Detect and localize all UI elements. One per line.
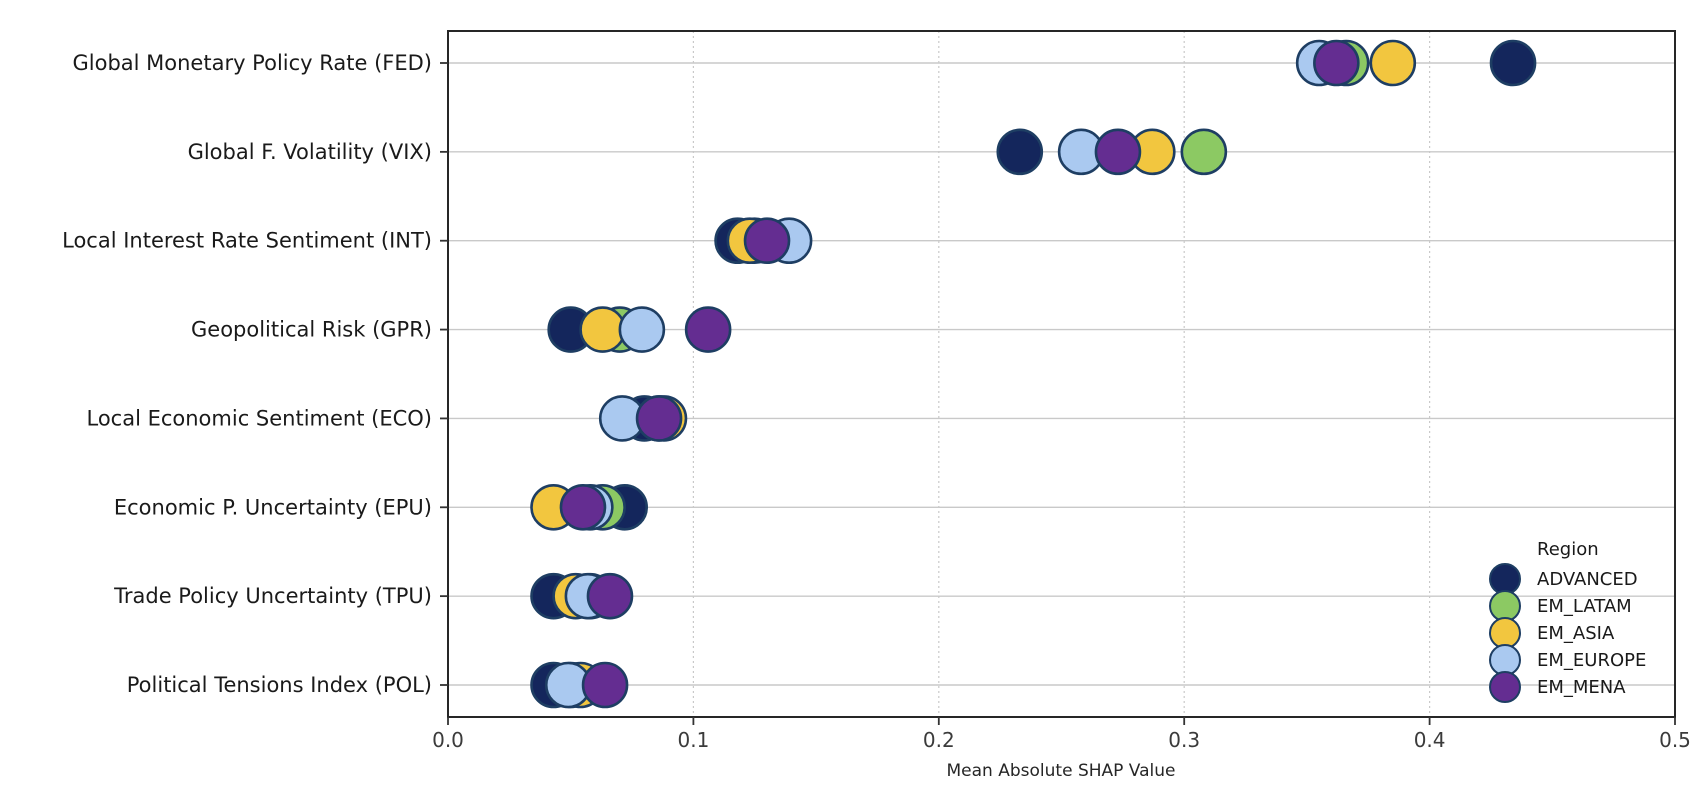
legend-swatch-ADVANCED <box>1489 563 1521 595</box>
x-axis-title: Mean Absolute SHAP Value <box>947 761 1176 781</box>
y-category-label: Trade Policy Uncertainty (TPU) <box>113 584 432 608</box>
legend-label-EM_LATAM: EM_LATAM <box>1537 596 1632 617</box>
data-point-EM_EUROPE <box>618 306 666 353</box>
legend-swatch-EM_ASIA <box>1489 617 1521 649</box>
legend-label-EM_MENA: EM_MENA <box>1537 677 1626 698</box>
data-points-layer <box>530 39 1537 709</box>
y-category-label: Global Monetary Policy Rate (FED) <box>72 51 432 75</box>
y-category-label: Global F. Volatility (VIX) <box>188 140 432 164</box>
plot-border <box>447 30 1676 718</box>
x-tick-label: 0.2 <box>923 728 955 752</box>
legend-label-EM_EUROPE: EM_EUROPE <box>1537 650 1646 671</box>
data-point-EM_LATAM <box>1180 128 1228 176</box>
y-category-label: Economic P. Uncertainty (EPU) <box>114 495 432 519</box>
data-point-ADVANCED <box>1489 39 1537 87</box>
legend-label-EM_ASIA: EM_ASIA <box>1537 623 1615 644</box>
y-category-label: Local Interest Rate Sentiment (INT) <box>62 229 432 253</box>
y-category-label: Local Economic Sentiment (ECO) <box>86 406 432 430</box>
data-point-EM_MENA <box>586 572 634 620</box>
y-category-label: Political Tensions Index (POL) <box>127 673 432 697</box>
x-tick-label: 0.0 <box>432 728 464 752</box>
x-tick-label: 0.3 <box>1168 728 1200 752</box>
data-point-EM_MENA <box>1313 39 1360 87</box>
data-point-EM_MENA <box>684 306 732 353</box>
legend: Region ADVANCED EM_LATAM EM_ASIA EM_EUROPE EM… <box>1489 539 1646 703</box>
data-point-EM_MENA <box>581 661 629 709</box>
axes-layer: 0.0 0.1 0.2 0.3 0.4 0.5 Global Monetary Policy… <box>62 30 1691 752</box>
x-tick-label: 0.4 <box>1414 728 1446 752</box>
y-category-label: Geopolitical Risk (GPR) <box>191 318 432 342</box>
data-point-EM_MENA <box>1094 128 1142 176</box>
legend-swatch-EM_MENA <box>1489 671 1521 703</box>
data-point-EM_MENA <box>559 483 607 531</box>
data-point-EM_MENA <box>635 395 683 442</box>
data-point-EM_ASIA <box>579 306 626 353</box>
data-point-ADVANCED <box>996 128 1044 176</box>
legend-swatch-EM_EUROPE <box>1489 644 1521 676</box>
legend-label-ADVANCED: ADVANCED <box>1537 569 1638 590</box>
legend-swatch-EM_LATAM <box>1489 590 1521 622</box>
legend-title: Region <box>1537 539 1599 560</box>
grid-layer <box>448 31 1675 717</box>
data-point-EM_MENA <box>743 217 791 265</box>
x-tick-label: 0.1 <box>677 728 709 752</box>
data-point-EM_ASIA <box>1369 39 1417 87</box>
x-tick-label: 0.5 <box>1659 728 1691 752</box>
